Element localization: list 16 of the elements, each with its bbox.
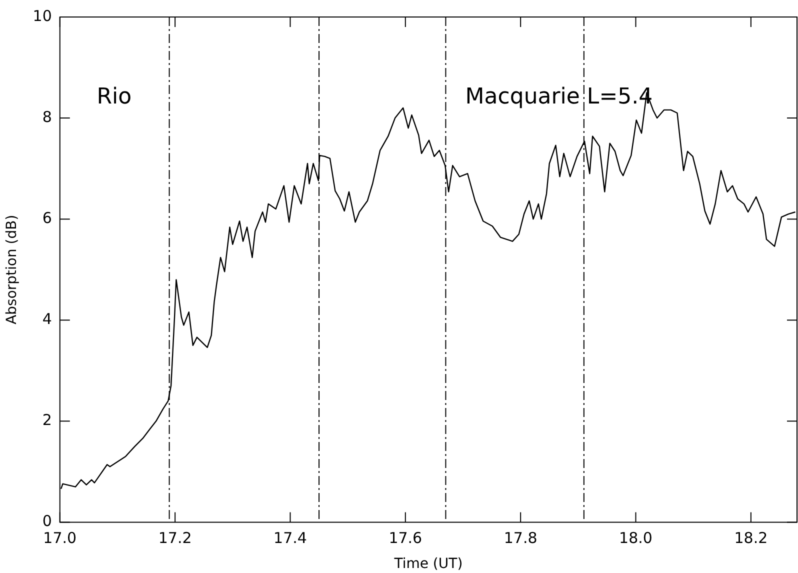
x-tick-label: 18.2 (734, 529, 768, 548)
y-tick-label: 4 (42, 310, 52, 328)
x-tick-label: 17.0 (43, 529, 77, 548)
y-axis-title: Absorption (dB) (4, 214, 20, 324)
y-tick-label: 2 (42, 411, 52, 430)
annotation: Rio (96, 84, 132, 110)
x-tick-label: 18.0 (619, 529, 652, 548)
y-tick-label: 10 (32, 6, 52, 25)
x-tick-label: 17.6 (388, 529, 422, 548)
x-tick-label: 17.4 (274, 529, 307, 548)
x-axis-title: Time (UT) (393, 556, 463, 572)
y-tick-label: 6 (42, 208, 52, 227)
x-tick-label: 17.8 (504, 529, 538, 548)
x-tick-label: 17.2 (158, 529, 192, 548)
y-tick-label: 8 (42, 108, 52, 126)
y-tick-label: 0 (42, 512, 52, 530)
